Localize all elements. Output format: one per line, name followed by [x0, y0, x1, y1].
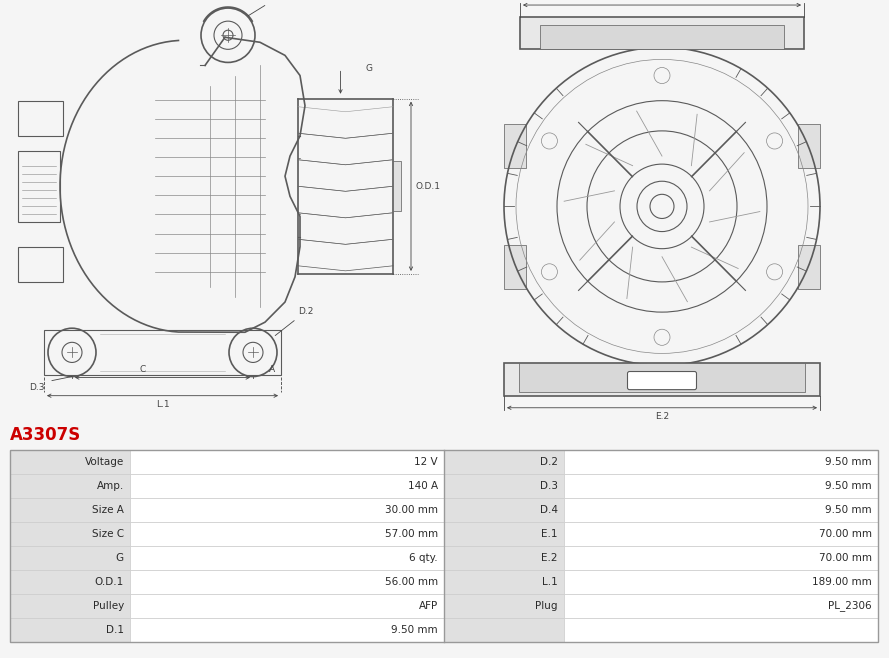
Text: D.3: D.3: [29, 382, 44, 392]
Text: D.1: D.1: [248, 0, 285, 16]
Bar: [564, 522, 878, 546]
Bar: [130, 570, 444, 594]
Bar: [130, 618, 444, 642]
Text: 9.50 mm: 9.50 mm: [825, 505, 872, 515]
Bar: [10, 618, 130, 642]
Bar: [130, 450, 444, 474]
Text: E.1: E.1: [541, 529, 558, 539]
Bar: [444, 522, 564, 546]
Text: Size C: Size C: [92, 529, 124, 539]
Text: 189.00 mm: 189.00 mm: [813, 577, 872, 587]
Bar: [444, 594, 564, 618]
Text: 30.00 mm: 30.00 mm: [385, 505, 438, 515]
Text: 9.50 mm: 9.50 mm: [825, 481, 872, 491]
Text: D.3: D.3: [540, 481, 558, 491]
Bar: [10, 594, 130, 618]
Text: O.D.1: O.D.1: [415, 182, 440, 191]
Bar: [444, 450, 564, 474]
Bar: [10, 522, 130, 546]
FancyBboxPatch shape: [628, 372, 696, 390]
Text: 9.50 mm: 9.50 mm: [391, 625, 438, 635]
Text: E.2: E.2: [655, 412, 669, 420]
Bar: [564, 570, 878, 594]
Bar: [444, 498, 564, 522]
Bar: [564, 594, 878, 618]
Bar: [504, 124, 526, 168]
Text: 70.00 mm: 70.00 mm: [819, 553, 872, 563]
Text: PL_2306: PL_2306: [829, 601, 872, 611]
Bar: [444, 546, 564, 570]
Bar: [130, 498, 444, 522]
Bar: [564, 498, 878, 522]
Bar: [130, 594, 444, 618]
Bar: [393, 161, 401, 211]
Bar: [130, 522, 444, 546]
Bar: [798, 245, 820, 289]
Bar: [564, 546, 878, 570]
Text: 9.50 mm: 9.50 mm: [825, 457, 872, 467]
Bar: [444, 570, 564, 594]
Text: Size A: Size A: [92, 505, 124, 515]
Text: Pulley: Pulley: [92, 601, 124, 611]
Text: 70.00 mm: 70.00 mm: [819, 529, 872, 539]
Text: D.1: D.1: [106, 625, 124, 635]
Bar: [564, 618, 878, 642]
Bar: [564, 474, 878, 498]
Text: Voltage: Voltage: [84, 457, 124, 467]
Bar: [10, 474, 130, 498]
Text: G: G: [116, 553, 124, 563]
Bar: [44, 330, 281, 374]
Bar: [519, 363, 805, 392]
Text: L.1: L.1: [542, 577, 558, 587]
Bar: [130, 474, 444, 498]
Text: 140 A: 140 A: [408, 481, 438, 491]
Bar: [130, 546, 444, 570]
Text: E.1: E.1: [655, 0, 669, 1]
Text: A3307S: A3307S: [10, 426, 81, 444]
Text: G: G: [365, 64, 372, 73]
Bar: [10, 546, 130, 570]
Bar: [564, 450, 878, 474]
Bar: [504, 363, 820, 395]
Text: D.4: D.4: [540, 505, 558, 515]
Bar: [10, 498, 130, 522]
Text: 6 qty.: 6 qty.: [409, 553, 438, 563]
Bar: [18, 151, 60, 222]
Text: E.2: E.2: [541, 553, 558, 563]
Bar: [520, 17, 804, 49]
Bar: [10, 570, 130, 594]
Text: AFP: AFP: [419, 601, 438, 611]
Bar: [10, 450, 878, 642]
Bar: [444, 618, 564, 642]
Text: Plug: Plug: [535, 601, 558, 611]
Bar: [18, 247, 63, 282]
Text: Amp.: Amp.: [97, 481, 124, 491]
Bar: [18, 101, 63, 136]
Text: 12 V: 12 V: [414, 457, 438, 467]
Text: O.D.1: O.D.1: [95, 577, 124, 587]
Bar: [798, 124, 820, 168]
Text: L.1: L.1: [156, 399, 169, 409]
Bar: [10, 450, 130, 474]
Text: A: A: [269, 365, 275, 374]
Text: C: C: [140, 365, 146, 374]
Bar: [444, 474, 564, 498]
Text: 56.00 mm: 56.00 mm: [385, 577, 438, 587]
Bar: [504, 245, 526, 289]
Text: 57.00 mm: 57.00 mm: [385, 529, 438, 539]
Text: D.2: D.2: [276, 307, 314, 336]
Text: D.2: D.2: [540, 457, 558, 467]
Bar: [540, 25, 784, 49]
